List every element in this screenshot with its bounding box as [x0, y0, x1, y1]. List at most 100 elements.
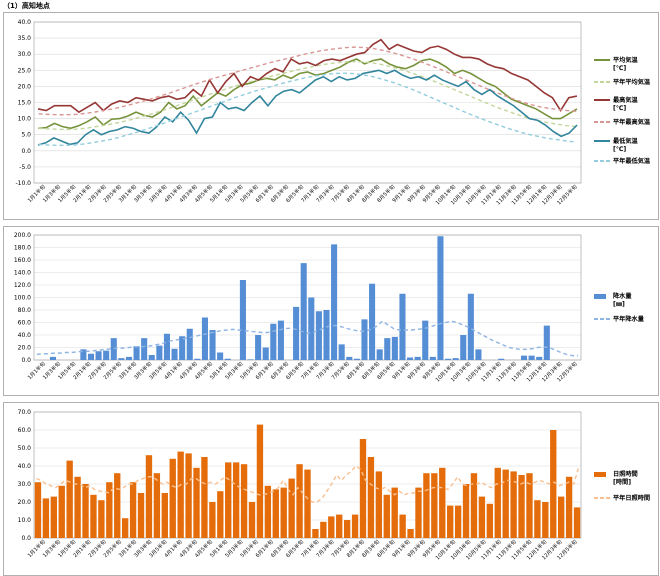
precip-bar — [429, 356, 436, 360]
precip-bar — [445, 358, 452, 360]
sun-bar — [42, 498, 50, 538]
precip-bar — [407, 357, 414, 360]
sun-bar — [232, 462, 240, 538]
sun-y-tick-label: 30.0 — [18, 481, 32, 488]
temp-y-tick-label: 25.0 — [18, 67, 32, 74]
temp-y-tick-label: -10.0 — [15, 180, 31, 187]
sun-bar — [550, 430, 557, 538]
sun-bar — [50, 496, 57, 538]
sun-bar — [161, 493, 168, 538]
precip-bar — [141, 338, 148, 360]
temp-y-tick-label: 0.0 — [21, 148, 31, 155]
precip-bar — [87, 353, 95, 360]
sun-y-tick-label: 20.0 — [18, 499, 32, 506]
precip-normal-line — [36, 320, 579, 357]
precip-bar — [369, 283, 376, 360]
sun-bar — [248, 502, 256, 538]
temp-plot-area — [33, 21, 582, 184]
precip-bar — [217, 352, 224, 360]
precipitation-chart-panel: 0.0 20.0 40.0 60.0 80.0 100.0 120.0 140.0 160.0 1… — [3, 226, 659, 396]
sun-y-tick-label: 70.0 — [18, 409, 32, 416]
sunshine-chart: 0.010.020.030.040.050.060.070.01月1半旬1月3半… — [18, 409, 650, 561]
sun-bar — [343, 520, 351, 538]
precip-bar — [414, 356, 421, 360]
precip-y-tick-label: 60.0 — [18, 320, 32, 327]
precip-bar — [186, 328, 193, 360]
sun-bar — [542, 502, 549, 538]
precip-bar — [353, 358, 360, 360]
sun-bar — [328, 516, 335, 538]
precip-bar — [163, 333, 170, 360]
sun-bar — [367, 457, 375, 538]
sun-bar — [256, 424, 264, 538]
temp-y-tick-label: 15.0 — [18, 100, 32, 107]
precip-bar — [475, 349, 482, 360]
temp-y-tick-label: 20.0 — [18, 83, 32, 90]
sun-y-tick-label: 0.0 — [21, 535, 31, 542]
sun-bar — [280, 487, 287, 538]
precip-bar — [452, 358, 459, 360]
precip-bar — [118, 358, 125, 360]
precip-bar — [277, 320, 284, 360]
precip-bar — [543, 325, 550, 360]
precip-y-tick-label: 40.0 — [18, 332, 32, 339]
precip-plot-area — [33, 234, 582, 361]
temperature-chart-panel: -10.0 -5.0 0.0 5.0 10.0 15.0 20.0 25.0 30.0 35.0 4… — [3, 12, 659, 220]
sun-bar — [383, 494, 390, 538]
sun-bar — [137, 493, 145, 538]
sun-y-tick-label: 60.0 — [18, 427, 32, 434]
temperature-chart: -10.0 -5.0 0.0 5.0 10.0 15.0 20.0 25.0 30.0 35.0 4… — [15, 19, 651, 206]
precip-y-tick-label: 180.0 — [14, 245, 31, 252]
sun-bar — [114, 473, 121, 538]
temp-y-tick-label: 10.0 — [18, 116, 32, 123]
sun-bar — [558, 496, 565, 538]
sun-legend-bar-swatch — [594, 472, 606, 477]
sun-bar — [34, 482, 42, 538]
precip-bar — [331, 244, 338, 360]
sun-bar — [177, 451, 184, 538]
precip-bar — [293, 306, 300, 360]
sun-bar — [90, 494, 97, 538]
temp-legend-2-label: 最高気温 — [613, 96, 639, 104]
precip-legend-bar-label: [㎜] — [613, 301, 625, 308]
precip-bar — [194, 358, 201, 360]
sun-y-tick-label: 10.0 — [18, 517, 32, 524]
sun-bar — [415, 487, 422, 538]
precip-bar — [103, 350, 110, 360]
temp-series-1-line — [38, 60, 577, 131]
temp-legend-0-label: [℃] — [613, 65, 626, 72]
sun-bar — [264, 485, 272, 538]
precip-legend-line-label: 平年降水量 — [613, 315, 645, 323]
precip-bar — [95, 351, 102, 360]
sun-bar — [66, 460, 73, 538]
temp-series-3-line — [38, 46, 577, 116]
precip-bar — [323, 310, 330, 360]
sun-bar — [193, 467, 200, 538]
page-title: （1）高知地点 — [3, 2, 50, 10]
precip-bar — [361, 319, 368, 360]
sun-bar — [399, 514, 406, 538]
sun-bar — [169, 458, 176, 538]
temp-y-tick-label: 35.0 — [18, 35, 32, 42]
temp-legend-3-label: 平年最高気温 — [613, 118, 651, 126]
sun-bar — [129, 482, 137, 538]
precip-y-tick-label: 20.0 — [18, 345, 32, 352]
sun-bar — [478, 496, 486, 538]
sun-bar — [447, 505, 454, 538]
precip-bar — [520, 355, 528, 360]
temp-y-tick-label: -5.0 — [19, 164, 31, 171]
sun-legend-bar-label: [時間] — [613, 478, 631, 486]
precip-bar — [49, 356, 57, 360]
precip-bar — [338, 344, 345, 360]
sun-bar — [201, 457, 208, 538]
sun-y-tick-label: 40.0 — [18, 463, 32, 470]
sun-bar — [304, 469, 311, 538]
sun-bar — [423, 473, 430, 538]
precip-bar — [528, 355, 535, 360]
precip-y-tick-label: 0.0 — [21, 357, 31, 364]
sun-bar — [407, 529, 414, 538]
sun-bar — [486, 503, 494, 538]
precip-bar — [247, 359, 254, 360]
precip-bar — [498, 358, 505, 360]
temp-series-2-line — [37, 38, 578, 114]
